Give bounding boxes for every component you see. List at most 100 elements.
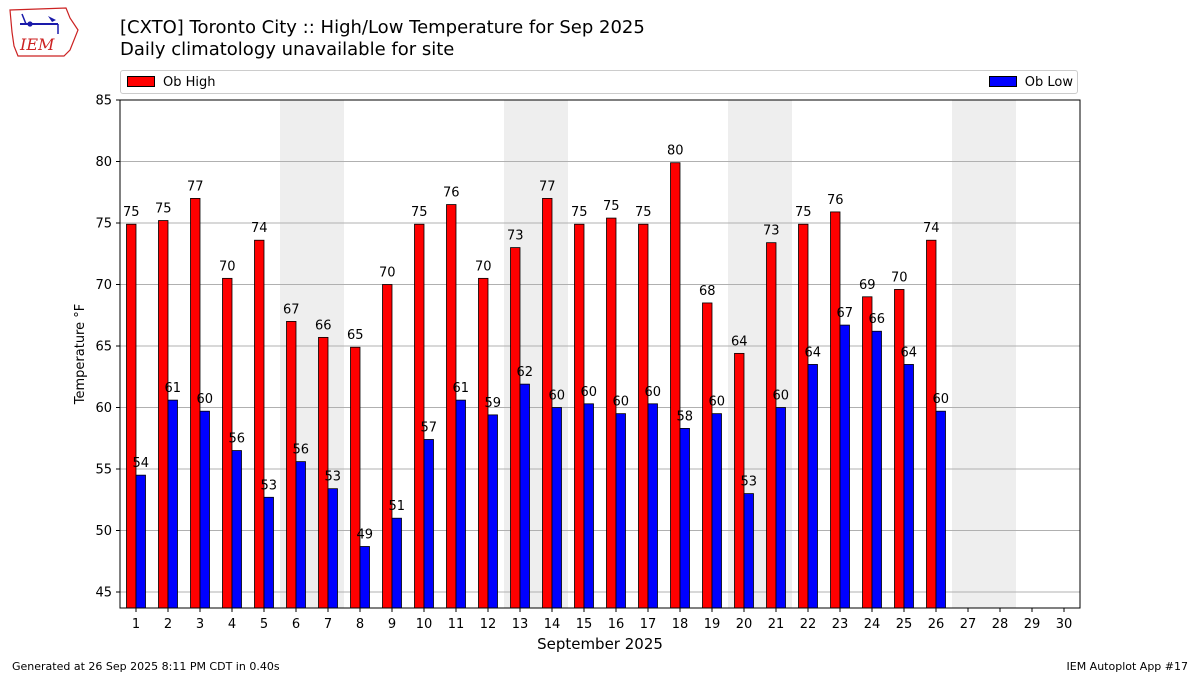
data-label-high: 64: [731, 334, 748, 349]
data-label-high: 75: [411, 205, 428, 220]
y-tick-label: 55: [95, 463, 112, 478]
x-tick-label: 16: [608, 617, 625, 632]
bar-high: [222, 277, 233, 609]
data-label-high: 74: [923, 221, 940, 236]
bar-low: [295, 461, 306, 609]
chart-subtitle: Daily climatology unavailable for site: [120, 39, 455, 60]
data-label-high: 75: [123, 205, 140, 220]
data-label-low: 61: [164, 381, 181, 396]
bar-low: [583, 403, 594, 609]
data-label-high: 70: [891, 270, 908, 285]
weekend-band: [760, 100, 792, 608]
chart-title: [CXTO] Toronto City :: High/Low Temperat…: [120, 17, 645, 38]
bar-high: [862, 296, 873, 609]
bar-low: [167, 399, 178, 609]
bar-high: [734, 352, 745, 609]
bar-low: [871, 330, 882, 609]
data-label-low: 53: [260, 478, 277, 493]
bar-high: [158, 220, 169, 609]
data-label-low: 64: [804, 345, 821, 360]
x-tick-label: 6: [292, 617, 300, 632]
x-tick-label: 30: [1056, 617, 1073, 632]
bar-high: [574, 223, 585, 609]
y-tick-label: 45: [95, 586, 112, 601]
data-label-high: 80: [667, 144, 684, 159]
bar-low: [199, 410, 210, 609]
data-label-low: 67: [836, 306, 853, 321]
bar-low: [519, 383, 530, 609]
legend-swatch-high: [127, 76, 155, 87]
bar-high: [510, 247, 521, 609]
weekend-band: [504, 100, 536, 608]
data-label-high: 75: [635, 205, 652, 220]
bar-low: [135, 474, 146, 609]
weekend-band: [280, 100, 312, 608]
data-label-high: 66: [315, 318, 332, 333]
data-label-high: 65: [347, 328, 364, 343]
legend-label-low: Ob Low: [1024, 75, 1073, 90]
x-tick-label: 25: [896, 617, 913, 632]
x-tick-label: 20: [736, 617, 753, 632]
x-tick-label: 14: [544, 617, 561, 632]
data-label-low: 57: [420, 420, 437, 435]
data-label-high: 75: [603, 199, 620, 214]
data-label-high: 67: [283, 302, 300, 317]
x-tick-label: 9: [388, 617, 396, 632]
x-tick-label: 27: [960, 617, 977, 632]
x-tick-label: 21: [768, 617, 785, 632]
bar-high: [414, 223, 425, 609]
weekend-band: [984, 100, 1016, 608]
bar-high: [670, 162, 681, 609]
data-label-high: 70: [475, 259, 492, 274]
y-tick-label: 50: [95, 524, 112, 539]
data-label-low: 54: [132, 456, 149, 471]
y-tick-label: 85: [95, 94, 112, 109]
app-credit: IEM Autoplot App #17: [1066, 660, 1189, 673]
bar-high: [542, 198, 553, 609]
bar-low: [263, 496, 274, 609]
bar-low: [359, 546, 370, 609]
data-label-high: 77: [187, 179, 204, 194]
bar-high: [894, 289, 905, 609]
data-label-high: 75: [795, 205, 812, 220]
data-label-low: 58: [676, 409, 693, 424]
bar-low: [487, 414, 498, 609]
x-tick-label: 19: [704, 617, 721, 632]
y-tick-label: 80: [95, 155, 112, 170]
data-label-low: 60: [580, 385, 597, 400]
legend: Ob High Ob Low: [120, 70, 1078, 94]
y-tick-label: 75: [95, 217, 112, 232]
x-tick-label: 7: [324, 617, 332, 632]
bar-high: [926, 239, 937, 609]
data-label-low: 66: [868, 312, 885, 327]
data-label-high: 73: [763, 224, 780, 239]
data-label-low: 53: [324, 470, 341, 485]
bar-low: [423, 439, 434, 609]
bar-high: [254, 239, 265, 609]
x-tick-label: 28: [992, 617, 1009, 632]
data-label-low: 60: [708, 395, 725, 410]
data-label-low: 59: [484, 396, 501, 411]
x-tick-label: 12: [480, 617, 497, 632]
x-tick-label: 18: [672, 617, 689, 632]
x-tick-label: 22: [800, 617, 817, 632]
legend-swatch-low: [988, 76, 1017, 87]
bar-high: [286, 321, 297, 609]
data-label-low: 61: [452, 381, 469, 396]
data-label-low: 51: [388, 499, 405, 514]
data-label-low: 60: [932, 392, 949, 407]
x-tick-label: 29: [1024, 617, 1041, 632]
bar-low: [839, 324, 850, 609]
data-label-high: 77: [539, 179, 556, 194]
x-tick-label: 8: [356, 617, 364, 632]
weekend-band: [312, 100, 344, 608]
data-label-high: 74: [251, 221, 268, 236]
x-tick-label: 15: [576, 617, 593, 632]
bar-low: [903, 364, 914, 609]
x-tick-label: 11: [448, 617, 465, 632]
x-tick-label: 1: [132, 617, 140, 632]
x-tick-label: 24: [864, 617, 881, 632]
bar-low: [647, 403, 658, 609]
data-label-high: 76: [443, 186, 460, 201]
